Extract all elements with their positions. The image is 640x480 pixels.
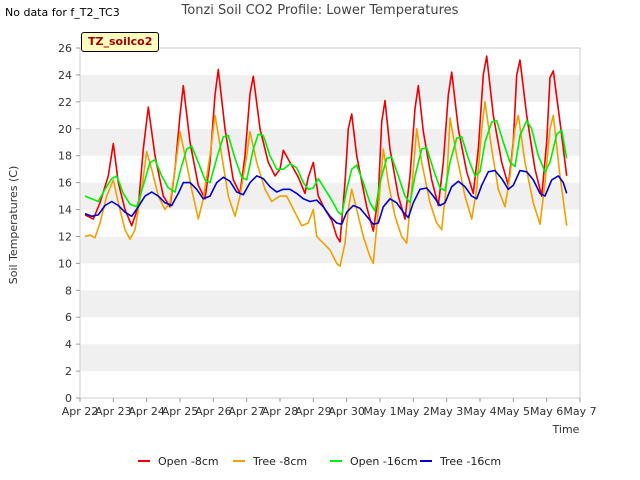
legend-item: Tree -8cm: [233, 455, 307, 468]
grid-band: [80, 209, 580, 237]
x-tick-label: Apr 27: [228, 405, 265, 418]
grid-band: [80, 48, 580, 75]
legend-item: Open -8cm: [138, 455, 219, 468]
grid-bands: [80, 48, 580, 398]
legend-label: Open -8cm: [158, 455, 219, 468]
plot-frame: [79, 47, 581, 399]
y-tick-label: 10: [58, 257, 72, 270]
x-tick-label: Apr 23: [95, 405, 132, 418]
y-tick-label: 4: [65, 338, 72, 351]
x-tick-label: May 3: [430, 405, 463, 418]
grid-band: [80, 74, 580, 102]
y-tick-label: 6: [65, 311, 72, 324]
grid-band: [80, 317, 580, 345]
x-tick-label: May 2: [397, 405, 430, 418]
y-tick-label: 2: [65, 365, 72, 378]
plot-border: [79, 47, 581, 399]
grid-band: [80, 371, 580, 398]
grid-band: [80, 101, 580, 129]
y-tick-label: 20: [58, 123, 72, 136]
y-axis-title: Soil Temperatures (C): [7, 166, 20, 285]
y-tick-label: 24: [58, 69, 72, 82]
y-tick-label: 14: [58, 204, 72, 217]
x-tick-label: May 5: [497, 405, 530, 418]
series-line-tree-16cm: [84, 169, 568, 226]
y-tick-label: 0: [65, 392, 72, 405]
no-data-notice: No data for f_T2_TC3: [5, 6, 120, 19]
y-tick-label: 16: [58, 177, 72, 190]
y-tick-label: 22: [58, 96, 72, 109]
x-tick-label: Apr 28: [262, 405, 299, 418]
y-tick-label: 18: [58, 150, 72, 163]
x-tick-label: May 7: [563, 405, 596, 418]
grid-band: [80, 344, 580, 372]
x-tick-label: Apr 29: [295, 405, 332, 418]
legend-label: Tree -8cm: [252, 455, 307, 468]
x-tick-label: Apr 26: [195, 405, 232, 418]
grid-band: [80, 263, 580, 291]
series-line-tree-8cm: [84, 101, 568, 267]
x-tick-label: May 1: [363, 405, 396, 418]
legend-label: Open -16cm: [350, 455, 418, 468]
chart-title: Tonzi Soil CO2 Profile: Lower Temperatur…: [181, 3, 459, 18]
x-tick-label: Apr 24: [128, 405, 165, 418]
x-axis-title: Time: [552, 423, 580, 436]
x-tick-label: Apr 30: [328, 405, 365, 418]
y-tick-label: 26: [58, 42, 72, 55]
legend-item: Open -16cm: [330, 455, 418, 468]
x-tick-label: Apr 22: [62, 405, 99, 418]
y-tick-label: 12: [58, 230, 72, 243]
x-tick-label: Apr 25: [162, 405, 199, 418]
legend-item: Tree -16cm: [420, 455, 501, 468]
x-tick-label: May 6: [530, 405, 563, 418]
legend-label: Tree -16cm: [439, 455, 501, 468]
x-tick-label: May 4: [463, 405, 496, 418]
site-tag: TZ_soilco2: [81, 32, 160, 52]
series-lines: [84, 55, 568, 267]
y-tick-label: 8: [65, 284, 72, 297]
grid-band: [80, 290, 580, 318]
series-line-open-16cm: [84, 119, 568, 216]
legend: Open -8cm Tree -8cm Open -16cm Tree -16cm: [138, 455, 501, 468]
